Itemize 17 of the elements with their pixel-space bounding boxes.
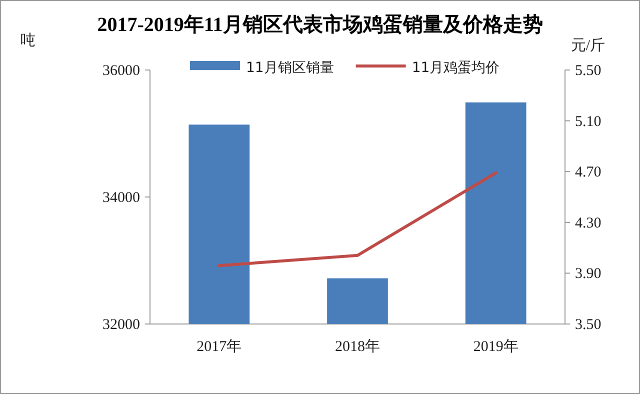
- y-tick-label: 34000: [102, 190, 140, 206]
- y2-tick-label: 3.50: [575, 317, 602, 333]
- y2-tick-label: 3.90: [575, 266, 602, 282]
- y2-tick-label: 4.70: [575, 164, 602, 181]
- y2-tick-label: 5.50: [575, 63, 602, 79]
- y-tick-label: 32000: [102, 317, 140, 333]
- y2-tick-label: 4.30: [575, 215, 602, 232]
- x-tick-label: 2017年: [196, 338, 242, 355]
- chart-title: 2017-2019年11月销区代表市场鸡蛋销量及价格走势: [97, 13, 543, 36]
- legend-label: 11月销区销量: [246, 60, 334, 76]
- x-tick-label: 2018年: [335, 338, 380, 355]
- y-axis-title: 吨: [20, 32, 36, 49]
- y-tick-label: 36000: [102, 63, 140, 79]
- y2-axis-title: 元/斤: [570, 37, 606, 54]
- x-tick-label: 2019年: [473, 338, 518, 355]
- legend-label: 11月鸡蛋均价: [412, 60, 500, 76]
- y2-tick-label: 5.10: [575, 114, 602, 130]
